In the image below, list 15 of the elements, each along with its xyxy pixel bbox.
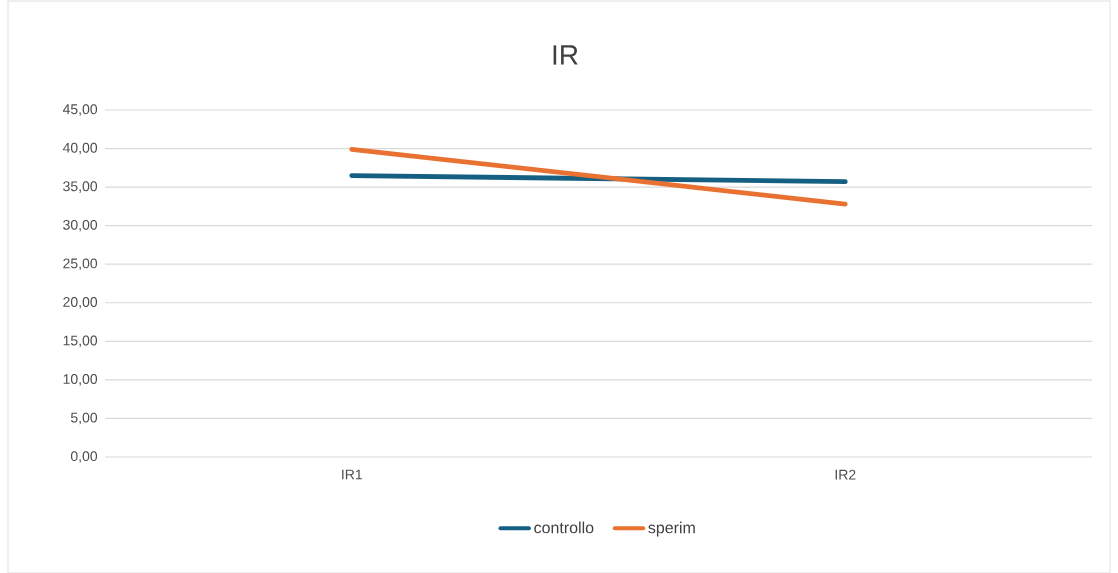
y-tick-label: 10,00 <box>63 374 98 386</box>
y-tick-label: 25,00 <box>63 258 98 270</box>
y-tick-label: 40,00 <box>62 142 98 155</box>
y-tick-label: 45,00 <box>62 104 98 116</box>
x-tick-label: IR2 <box>835 469 856 480</box>
y-tick-label: 5,00 <box>70 412 98 425</box>
x-tick-label: IR1 <box>342 469 362 480</box>
y-tick-label: 20,00 <box>63 296 98 309</box>
y-tick-label: 30,00 <box>63 219 98 232</box>
y-tick-label: 15,00 <box>63 335 98 348</box>
chart-title: IR <box>553 45 578 65</box>
y-tick-label: 35,00 <box>63 181 98 193</box>
legend-label: sperim <box>648 521 695 537</box>
y-tick-label: 0,00 <box>70 451 98 463</box>
legend-label: controllo <box>534 521 594 534</box>
